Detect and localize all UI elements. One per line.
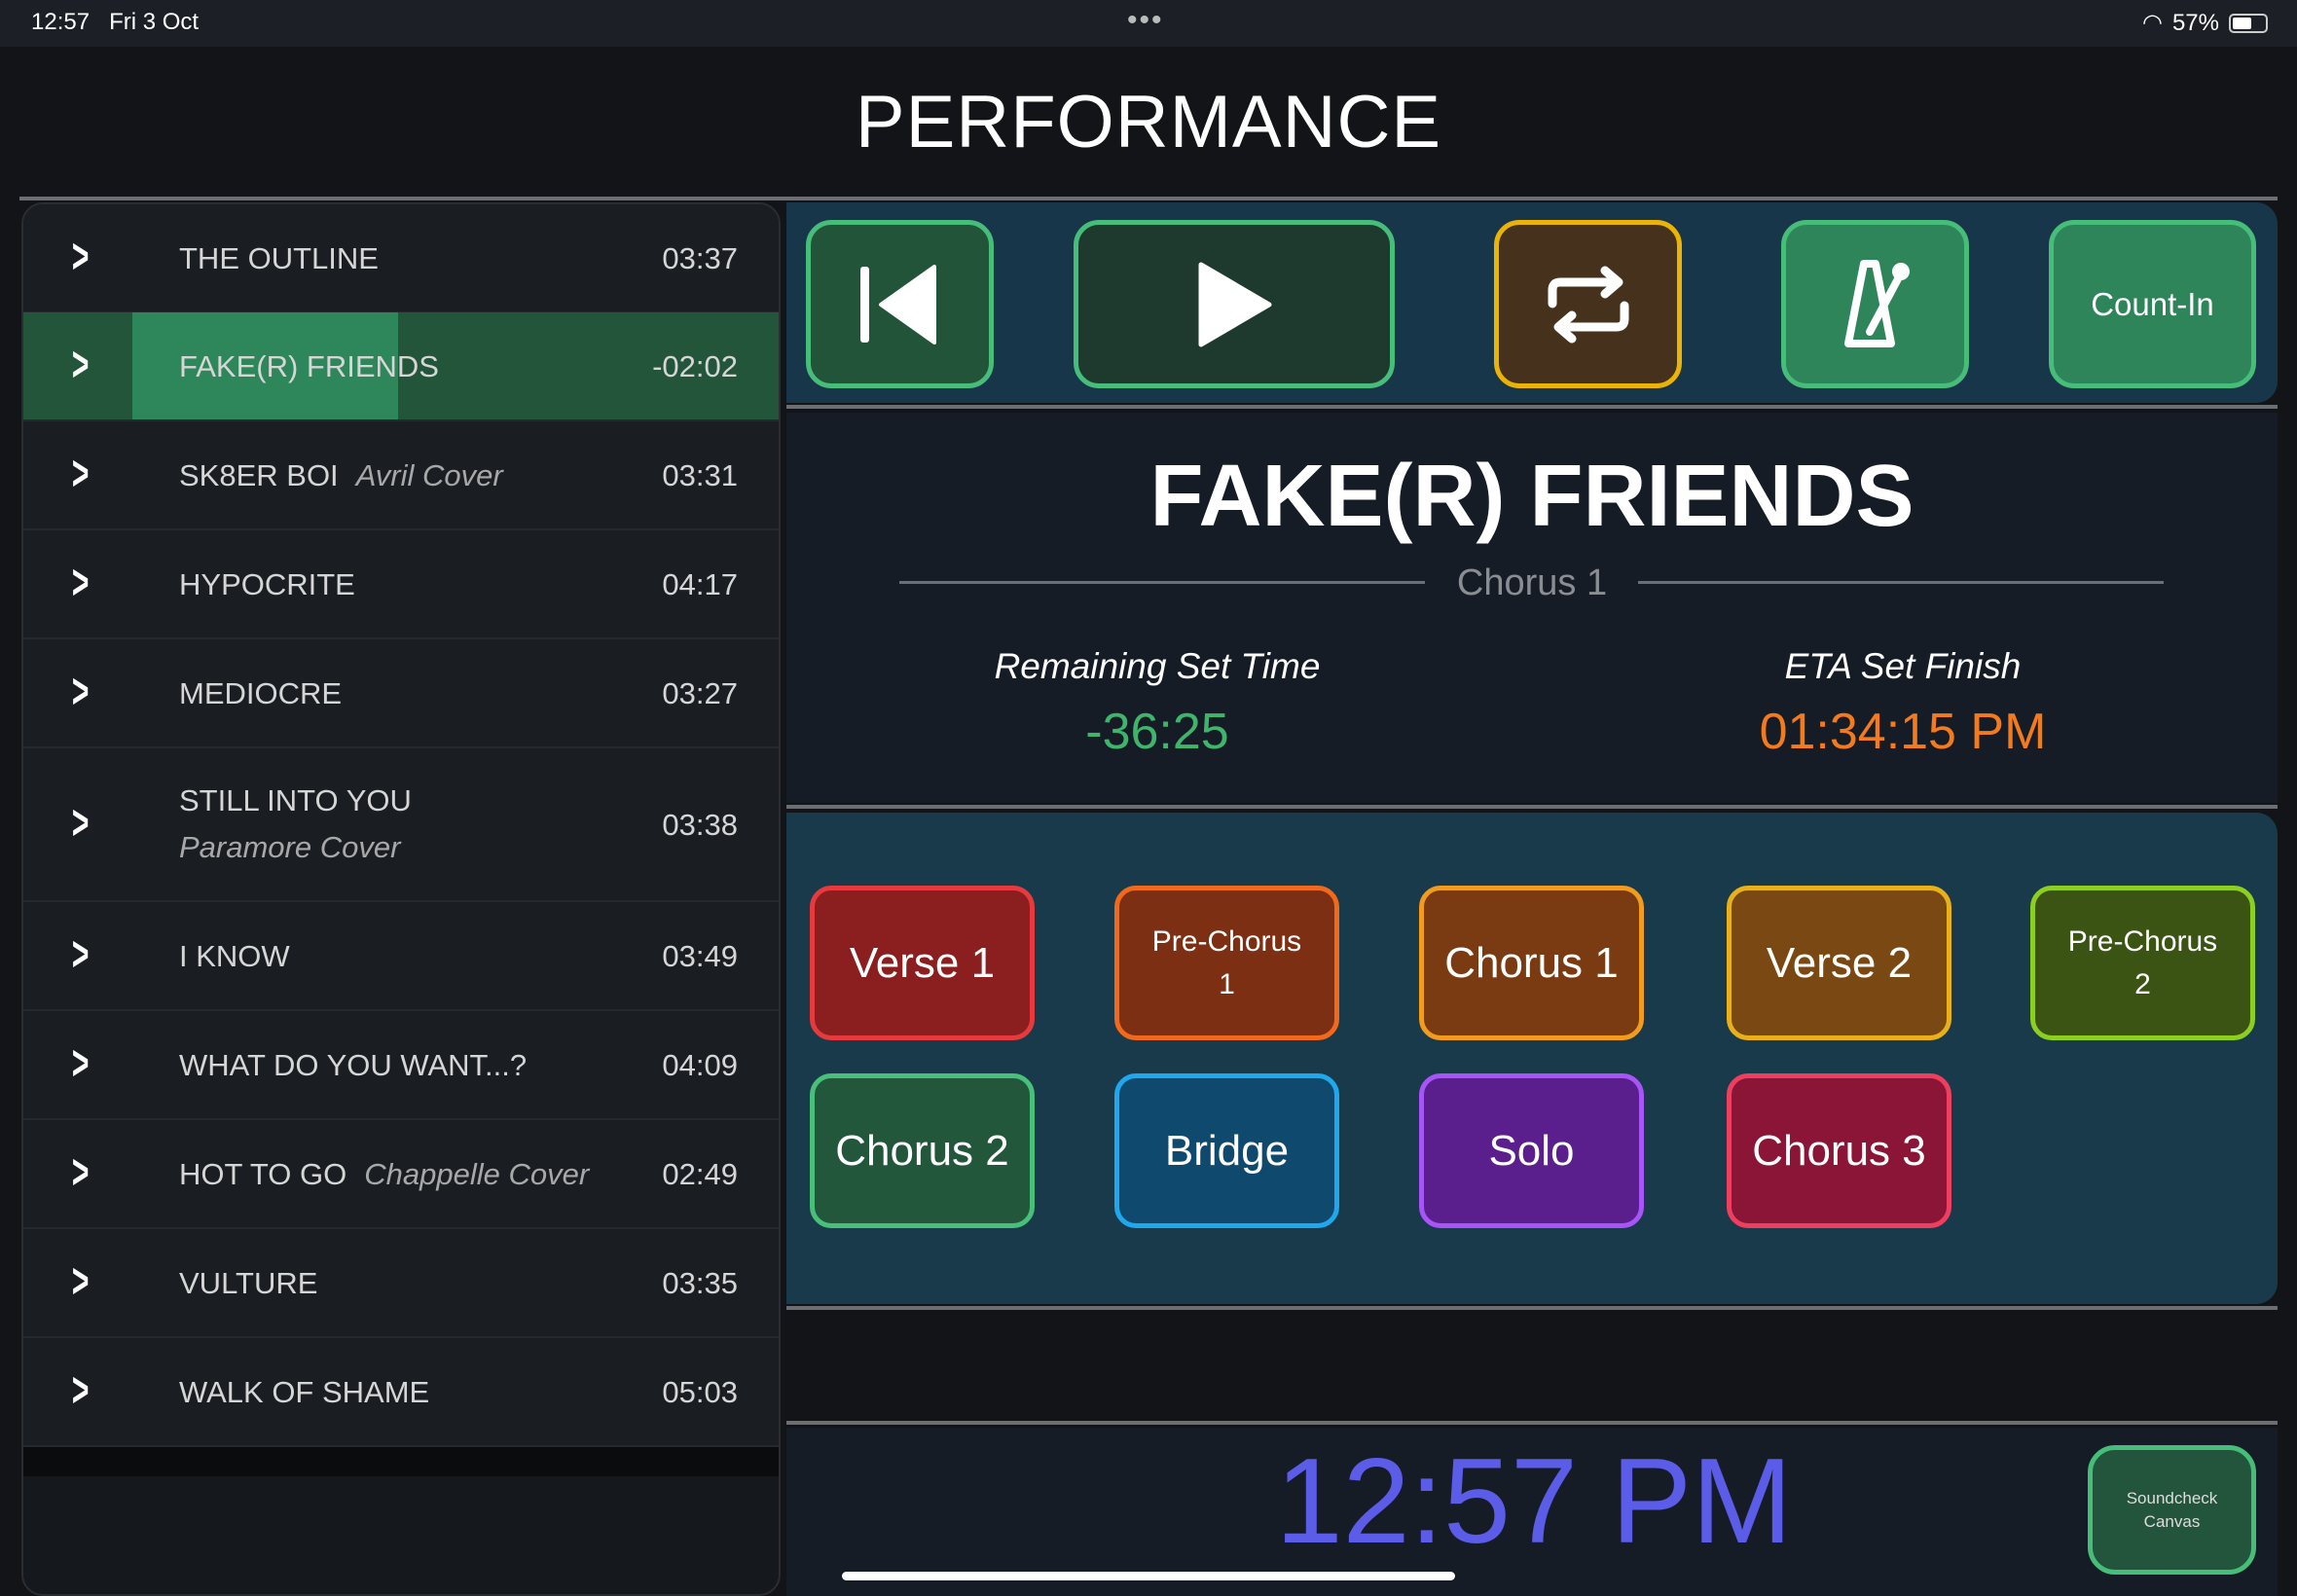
song-duration: 03:49 xyxy=(662,939,738,973)
chevron-right-icon[interactable]: > xyxy=(71,229,90,283)
battery-icon xyxy=(2229,13,2268,33)
chevron-right-icon[interactable]: > xyxy=(71,664,90,718)
button-label: Canvas xyxy=(2143,1511,2201,1531)
song-title: WHAT DO YOU WANT...? xyxy=(179,1048,528,1082)
chevron-right-icon[interactable]: > xyxy=(71,795,90,850)
divider xyxy=(786,1421,2278,1425)
setlist-row[interactable]: > WALK OF SHAME 05:03 xyxy=(23,1338,779,1447)
song-title: FAKE(R) FRIENDS xyxy=(179,349,439,383)
divider xyxy=(786,405,2278,409)
skip-back-icon xyxy=(859,264,936,345)
metronome-button[interactable] xyxy=(1781,220,1969,388)
chevron-right-icon[interactable]: > xyxy=(71,1035,90,1090)
remaining-label: Remaining Set Time xyxy=(994,646,1321,686)
now-playing-panel: FAKE(R) FRIENDS Chorus 1 Remaining Set T… xyxy=(786,413,2278,803)
song-duration: 04:09 xyxy=(662,1048,738,1082)
section-button[interactable]: Verse 2 xyxy=(1727,886,1951,1040)
song-title: FAKE(R) FRIENDS xyxy=(1149,448,1914,545)
chevron-right-icon[interactable]: > xyxy=(71,555,90,609)
song-duration: 04:17 xyxy=(662,567,738,601)
eta-value: 01:34:15 PM xyxy=(1759,704,2047,760)
song-title: MEDIOCRE xyxy=(179,676,343,710)
setlist-row[interactable]: > THE OUTLINE 03:37 xyxy=(23,204,779,313)
song-cover-note: Paramore Cover xyxy=(179,830,401,864)
setlist-row[interactable]: > MEDIOCRE 03:27 xyxy=(23,639,779,748)
section-button[interactable]: Chorus 1 xyxy=(1419,886,1644,1040)
setlist-row[interactable]: > WHAT DO YOU WANT...? 04:09 xyxy=(23,1011,779,1120)
divider xyxy=(899,581,1425,584)
section-grid: Verse 1 Pre-Chorus 1 Chorus 1 Verse 2 Pre-Cho… xyxy=(786,813,2278,1304)
divider xyxy=(19,197,2278,200)
setlist-row[interactable]: > STILL INTO YOU Paramore Cover 03:38 xyxy=(23,748,779,902)
transport-bar: Count-In xyxy=(786,202,2278,403)
song-title: THE OUTLINE xyxy=(179,241,379,275)
setlist-row[interactable]: > FAKE(R) FRIENDS -02:02 xyxy=(23,312,779,421)
current-section: Chorus 1 xyxy=(1456,562,1608,603)
chevron-right-icon[interactable]: > xyxy=(71,1362,90,1417)
song-title: VULTURE xyxy=(179,1266,318,1300)
soundcheck-canvas-button[interactable]: Soundcheck Canvas xyxy=(2088,1445,2256,1575)
home-indicator[interactable] xyxy=(842,1572,1455,1580)
chevron-right-icon[interactable]: > xyxy=(71,1253,90,1308)
song-duration: 03:37 xyxy=(662,241,738,275)
status-bar: 12:57 Fri 3 Oct ••• ◠ 57% xyxy=(0,0,2297,47)
section-button[interactable]: Bridge xyxy=(1114,1073,1339,1228)
section-button[interactable]: Solo xyxy=(1419,1073,1644,1228)
song-title: HYPOCRITE xyxy=(179,567,355,601)
clock-time: 12:57 PM xyxy=(1275,1434,1793,1569)
remaining-value: -36:25 xyxy=(1085,704,1229,760)
song-duration: 03:38 xyxy=(662,808,738,842)
song-title: SK8ER BOI xyxy=(179,458,339,492)
setlist-row[interactable]: > SK8ER BOI Avril Cover 03:31 xyxy=(23,421,779,530)
song-duration: 03:27 xyxy=(662,676,738,710)
divider xyxy=(786,1306,2278,1310)
page-title: PERFORMANCE xyxy=(855,81,1442,163)
metronome-icon xyxy=(1843,259,1910,347)
setlist-row[interactable]: > I KNOW 03:49 xyxy=(23,902,779,1011)
section-button[interactable]: Chorus 2 xyxy=(810,1073,1035,1228)
multitask-dots-icon[interactable]: ••• xyxy=(1127,4,1164,36)
divider xyxy=(786,805,2278,809)
previous-button[interactable] xyxy=(806,220,994,388)
chevron-right-icon[interactable]: > xyxy=(71,446,90,500)
song-duration: 02:49 xyxy=(662,1157,738,1191)
setlist-row[interactable]: > VULTURE 03:35 xyxy=(23,1229,779,1338)
setlist-row[interactable]: > HYPOCRITE 04:17 xyxy=(23,530,779,639)
song-title: HOT TO GO xyxy=(179,1157,347,1191)
setlist[interactable]: > THE OUTLINE 03:37 > FAKE(R) FRIENDS -02:02 >… xyxy=(21,202,781,1596)
song-duration: -02:02 xyxy=(652,349,738,383)
list-footer xyxy=(23,1447,779,1476)
chevron-right-icon[interactable]: > xyxy=(71,1144,90,1199)
chevron-right-icon[interactable]: > xyxy=(71,926,90,981)
battery-percent: 57% xyxy=(2171,9,2219,36)
song-duration: 03:31 xyxy=(662,458,738,492)
song-duration: 03:35 xyxy=(662,1266,738,1300)
repeat-icon xyxy=(1548,266,1628,343)
song-title: I KNOW xyxy=(179,939,290,973)
wifi-icon: ◠ xyxy=(2142,10,2163,36)
section-button[interactable]: Chorus 3 xyxy=(1727,1073,1951,1228)
loop-button[interactable] xyxy=(1494,220,1682,388)
section-button[interactable]: Pre-Chorus 1 xyxy=(1114,886,1339,1040)
song-cover-note: Chappelle Cover xyxy=(364,1157,590,1191)
status-time-date: 12:57 Fri 3 Oct xyxy=(31,9,200,35)
song-title: STILL INTO YOU xyxy=(179,783,412,817)
play-button[interactable] xyxy=(1074,220,1395,388)
divider xyxy=(1638,581,2164,584)
section-button[interactable]: Verse 1 xyxy=(810,886,1035,1040)
button-label: Soundcheck xyxy=(2126,1488,2218,1507)
count-in-button[interactable]: Count-In xyxy=(2049,220,2256,388)
chevron-right-icon[interactable]: > xyxy=(71,337,90,391)
play-icon xyxy=(1198,262,1272,346)
song-cover-note: Avril Cover xyxy=(355,458,503,492)
section-button[interactable]: Pre-Chorus 2 xyxy=(2030,886,2255,1040)
song-title: WALK OF SHAME xyxy=(179,1375,430,1409)
setlist-row[interactable]: > HOT TO GO Chappelle Cover 02:49 xyxy=(23,1120,779,1229)
song-progress-bar xyxy=(132,312,398,419)
clock-panel: 12:57 PM Soundcheck Canvas xyxy=(786,1428,2278,1596)
eta-label: ETA Set Finish xyxy=(1784,646,2022,686)
song-duration: 05:03 xyxy=(662,1375,738,1409)
